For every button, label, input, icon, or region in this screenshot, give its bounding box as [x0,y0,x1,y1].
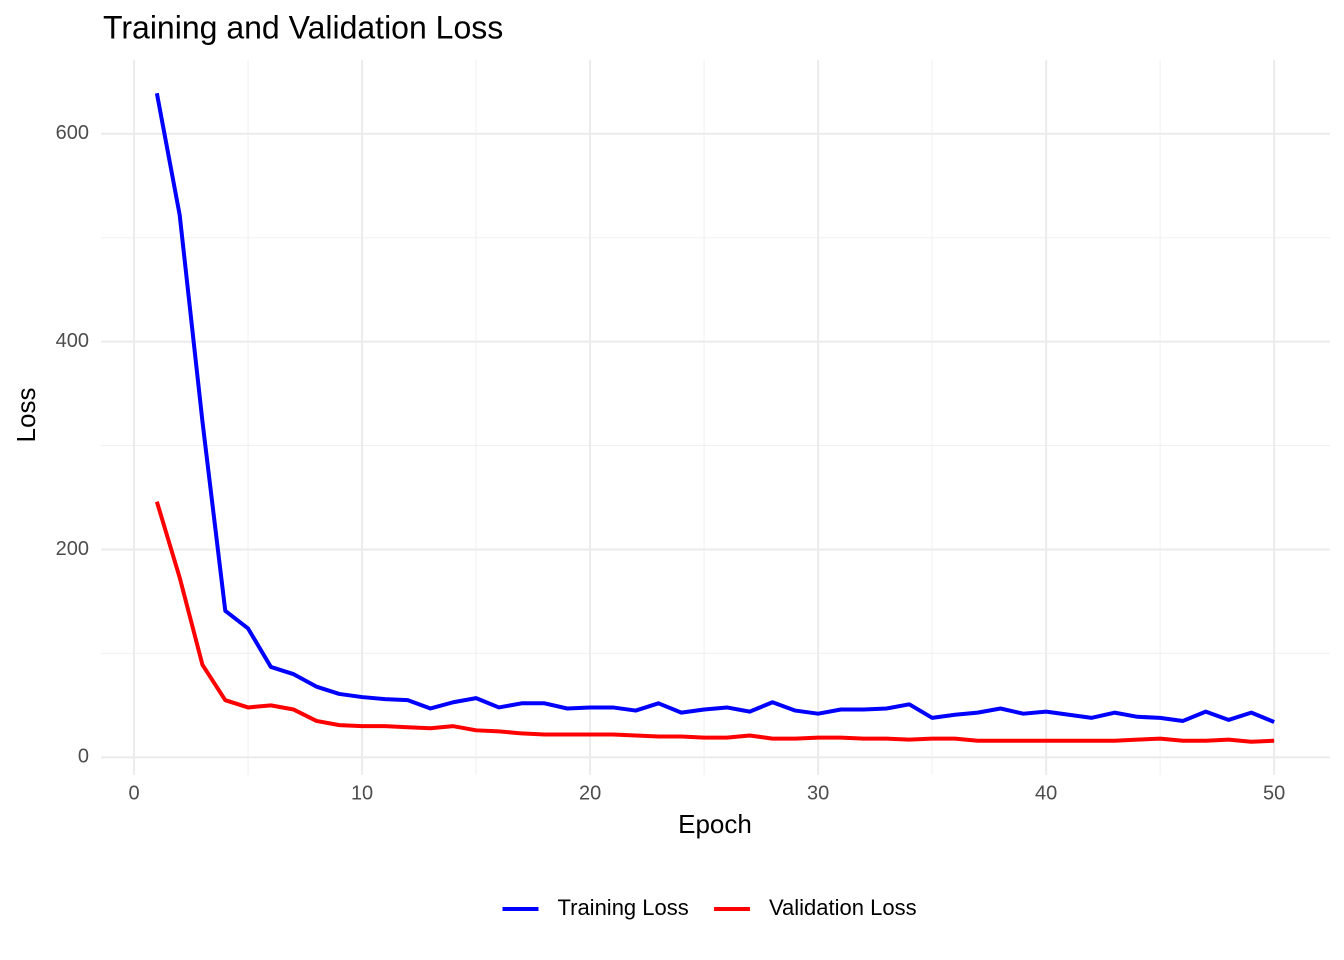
y-tick-label: 400 [56,330,89,352]
x-axis-title: Epoch [678,809,752,839]
x-tick-label: 0 [128,782,139,804]
series-line [154,92,1275,724]
y-tick-label: 0 [78,746,89,768]
grid [101,60,1330,775]
y-tick-label: 600 [56,122,89,144]
legend: Training Loss Validation Loss [502,895,917,920]
x-tick-label: 10 [351,782,373,804]
x-tick-label: 30 [807,782,829,804]
series-line [154,501,1275,744]
x-tick-label: 20 [579,782,601,804]
y-tick-label: 200 [56,538,89,560]
x-tick-label: 50 [1263,782,1285,804]
y-axis-title: Loss [11,388,41,443]
legend-label: Training Loss [558,895,689,920]
legend-label: Validation Loss [769,895,917,920]
x-tick-label: 40 [1035,782,1057,804]
chart-title: Training and Validation Loss [103,9,503,45]
